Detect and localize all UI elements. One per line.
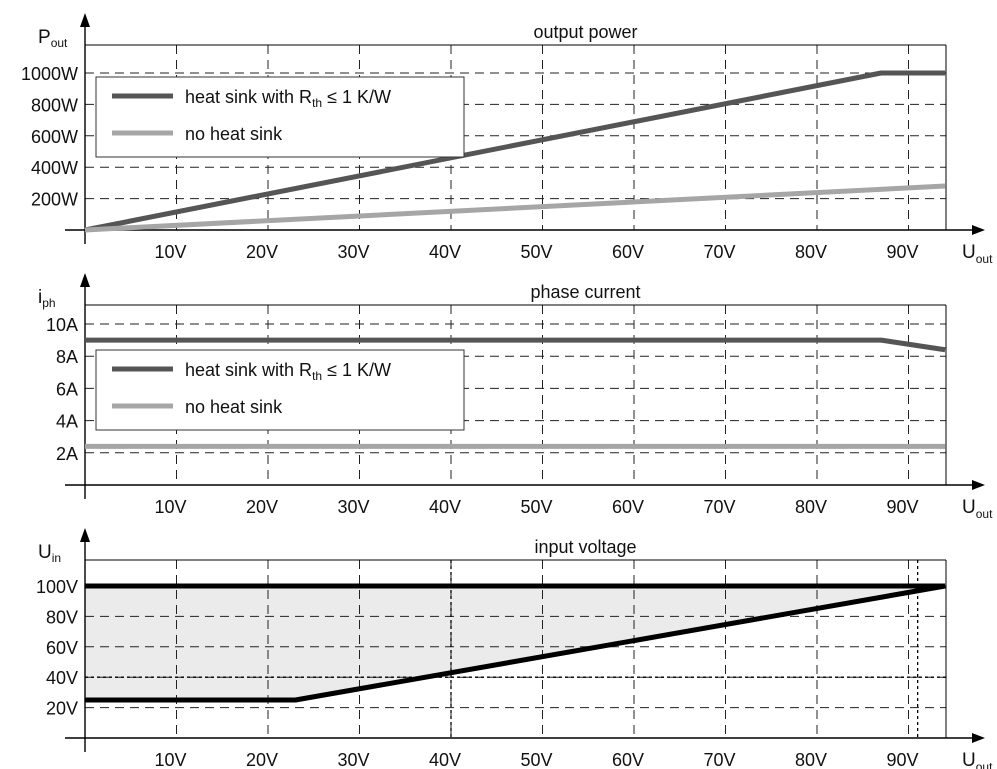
- x-tick-label: 90V: [886, 497, 918, 517]
- chart-title: output power: [533, 22, 637, 42]
- lower-limit-line: [85, 583, 946, 703]
- y-tick-label: 20V: [46, 699, 78, 719]
- legend: heat sink with Rth ≤ 1 K/W no heat sink: [95, 76, 465, 158]
- y-tick-label: 6A: [56, 379, 78, 399]
- y-tick-label: 60V: [46, 638, 78, 658]
- legend-label-1: heat sink with Rth ≤ 1 K/W: [185, 87, 391, 110]
- x-tick-label: 40V: [429, 750, 461, 769]
- legend-box: [95, 76, 465, 158]
- y-tick-label: 600W: [31, 127, 78, 147]
- x-axis-label-main: U: [962, 497, 976, 518]
- chart-panel-1: 200W 400W 600W 800W 1000W 10V 20V 30V 40V 50V 60V 7…: [21, 13, 993, 266]
- x-tick-label: 10V: [154, 242, 186, 262]
- legend-label-2: no heat sink: [185, 124, 283, 144]
- x-tick-label: 10V: [154, 750, 186, 769]
- x-axis-label-sub: out: [976, 507, 993, 521]
- y-tick-label: 40V: [46, 668, 78, 688]
- x-tick-label: 90V: [886, 242, 918, 262]
- x-tick-label: 80V: [795, 242, 827, 262]
- x-tick-label: 10V: [154, 497, 186, 517]
- y-tick-label: 10A: [46, 315, 78, 335]
- x-tick-label: 20V: [246, 750, 278, 769]
- x-tick-label: 60V: [612, 242, 644, 262]
- x-tick-label: 60V: [612, 750, 644, 769]
- y-tick-label: 1000W: [21, 64, 78, 84]
- y-tick-label: 80V: [46, 607, 78, 627]
- x-tick-label: 60V: [612, 497, 644, 517]
- y-axis-arrow: [80, 273, 90, 287]
- x-axis-label-sub: out: [976, 252, 993, 266]
- x-axis-label: Uout: [962, 750, 993, 769]
- legend-label-sub: th: [312, 96, 322, 110]
- legend-label-tail: ≤ 1 K/W: [322, 360, 391, 380]
- y-axis-label-sub: out: [51, 36, 68, 50]
- x-tick-label: 70V: [703, 242, 735, 262]
- series-line-2: [84, 183, 946, 233]
- x-axis-label-main: U: [962, 750, 976, 769]
- y-axis-label-sub: ph: [42, 296, 55, 310]
- legend-label-main: heat sink with R: [185, 360, 312, 380]
- x-tick-label: 80V: [795, 750, 827, 769]
- legend-box: [95, 349, 465, 431]
- x-tick-label: 50V: [520, 750, 552, 769]
- chart-panel-3: 20V 40V 60V 80V 100V 10V 20V 30V 40V 50V 60V 70V 80V…: [36, 528, 993, 769]
- y-tick-label: 8A: [56, 347, 78, 367]
- legend-label-tail: ≤ 1 K/W: [322, 87, 391, 107]
- legend-label-main: no heat sink: [185, 124, 283, 144]
- y-axis-label-main: P: [38, 27, 51, 48]
- y-axis-label-sub: in: [52, 551, 61, 565]
- x-axis-label-main: U: [962, 242, 976, 263]
- x-tick-label: 30V: [337, 750, 369, 769]
- x-tick-label: 70V: [703, 750, 735, 769]
- legend-label-sub: th: [312, 369, 322, 383]
- x-tick-label: 20V: [246, 497, 278, 517]
- series-line-1: [84, 70, 946, 233]
- y-axis-label-main: i: [38, 287, 42, 308]
- legend: heat sink with Rth ≤ 1 K/W no heat sink: [95, 349, 465, 431]
- legend-label-2: no heat sink: [185, 397, 283, 417]
- x-axis-arrow: [972, 480, 985, 490]
- area-fill: [85, 586, 946, 700]
- y-tick-label: 400W: [31, 158, 78, 178]
- x-tick-label: 30V: [337, 497, 369, 517]
- y-tick-label: 800W: [31, 95, 78, 115]
- x-axis-arrow: [972, 733, 985, 743]
- x-tick-label: 90V: [886, 750, 918, 769]
- x-tick-label: 40V: [429, 242, 461, 262]
- x-tick-label: 50V: [520, 497, 552, 517]
- x-axis-arrow: [972, 225, 985, 235]
- x-axis-label: Uout: [962, 497, 993, 521]
- x-axis-label-sub: out: [976, 760, 993, 769]
- y-tick-label: 200W: [31, 190, 78, 210]
- x-tick-label: 70V: [703, 497, 735, 517]
- y-axis-arrow: [80, 528, 90, 542]
- x-axis-label: Uout: [962, 242, 993, 266]
- x-tick-label: 50V: [520, 242, 552, 262]
- y-tick-label: 2A: [56, 444, 78, 464]
- chart-title: input voltage: [534, 537, 636, 557]
- y-tick-label: 4A: [56, 412, 78, 432]
- chart-title: phase current: [530, 282, 640, 302]
- y-axis-label: Pout: [38, 27, 68, 50]
- series-line-1: [85, 337, 946, 353]
- legend-label-main: no heat sink: [185, 397, 283, 417]
- x-tick-label: 30V: [337, 242, 369, 262]
- y-axis-label-main: U: [38, 542, 52, 563]
- x-tick-label: 40V: [429, 497, 461, 517]
- x-tick-label: 80V: [795, 497, 827, 517]
- legend-label-1: heat sink with Rth ≤ 1 K/W: [185, 360, 391, 383]
- y-axis-arrow: [80, 13, 90, 27]
- y-axis-label: Uin: [38, 542, 61, 565]
- x-tick-label: 20V: [246, 242, 278, 262]
- y-axis-label: iph: [38, 287, 56, 310]
- y-tick-label: 100V: [36, 577, 78, 597]
- legend-label-main: heat sink with R: [185, 87, 312, 107]
